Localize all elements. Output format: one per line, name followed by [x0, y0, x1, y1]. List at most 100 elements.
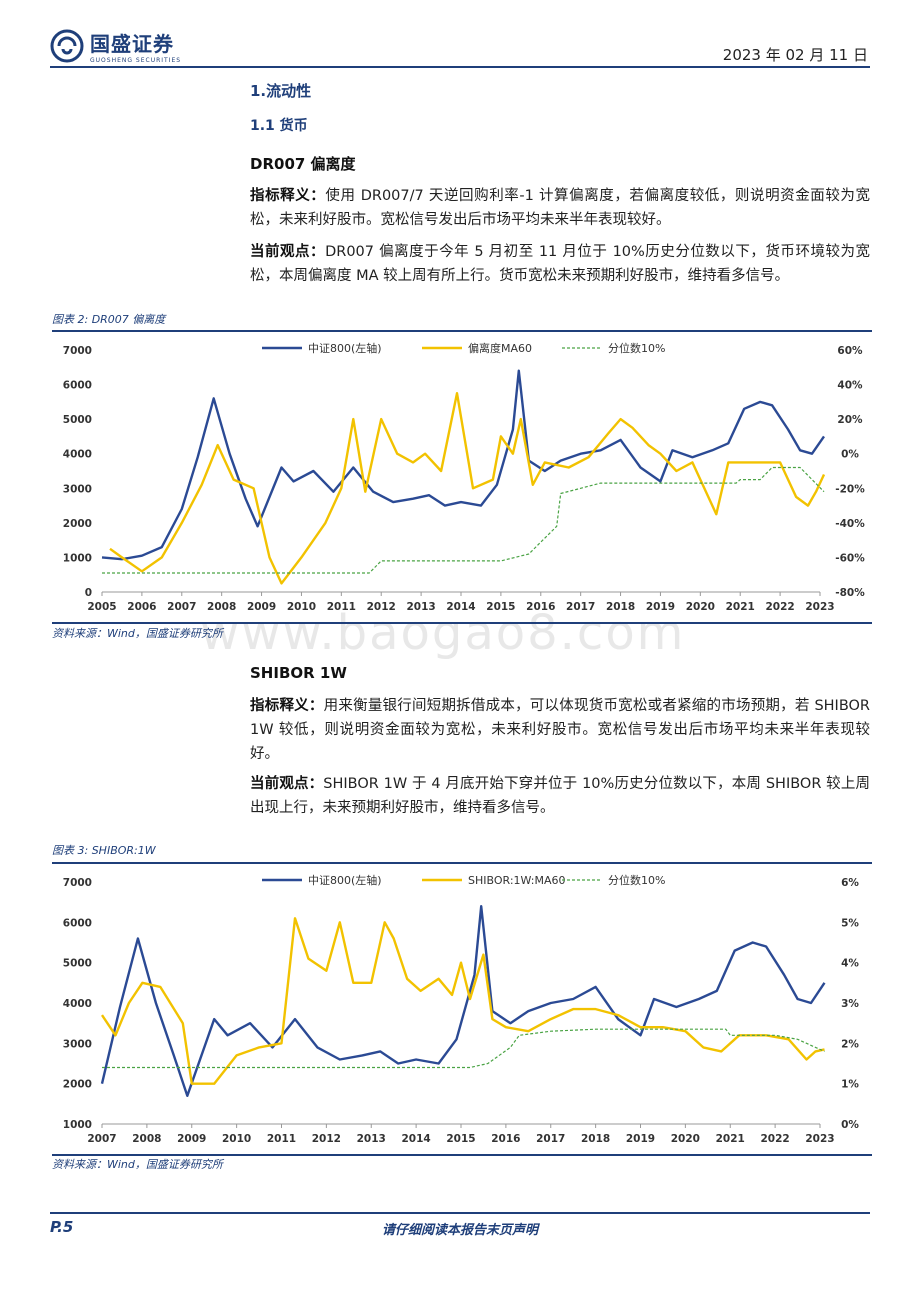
- y-left-tick-label: 6000: [63, 380, 92, 392]
- series-line-2: [102, 1028, 825, 1069]
- x-tick-label: 2017: [566, 601, 595, 613]
- y-right-tick-label: 20%: [837, 414, 863, 426]
- report-date: 2023 年 02 月 11 日: [722, 46, 868, 64]
- logo-subtitle: GUOSHENG SECURITIES: [90, 57, 182, 64]
- y-right-tick-label: 2%: [841, 1038, 859, 1050]
- dr007-title: DR007 偏离度: [250, 155, 356, 173]
- header-divider: [50, 66, 870, 68]
- y-left-tick-label: 5000: [63, 958, 92, 970]
- series-line-2: [102, 466, 825, 574]
- y-left-tick-label: 7000: [63, 877, 92, 889]
- legend-label-1: 偏离度MA60: [468, 341, 532, 355]
- x-tick-label: 2007: [87, 1133, 116, 1145]
- footer-divider: [50, 1212, 870, 1214]
- y-right-tick-label: 0%: [841, 449, 859, 461]
- view-label: 当前观点：: [250, 244, 326, 260]
- series-line-0: [100, 905, 826, 1098]
- x-tick-label: 2015: [446, 1133, 475, 1145]
- x-tick-label: 2018: [606, 601, 635, 613]
- definition-label: 指标释义：: [250, 698, 324, 714]
- x-tick-label: 2009: [247, 601, 276, 613]
- y-right-tick-label: 4%: [841, 958, 859, 970]
- x-tick-label: 2021: [716, 1133, 745, 1145]
- y-right-tick-label: 5%: [841, 917, 859, 929]
- y-left-tick-label: 2000: [63, 518, 92, 530]
- y-right-tick-label: 60%: [837, 345, 863, 357]
- y-right-tick-label: 6%: [841, 877, 859, 889]
- logo: 国盛证券 GUOSHENG SECURITIES: [50, 28, 181, 64]
- legend-label-2: 分位数10%: [608, 341, 665, 355]
- x-tick-label: 2013: [357, 1133, 386, 1145]
- y-left-tick-label: 3000: [63, 1038, 92, 1050]
- x-tick-label: 2010: [222, 1133, 251, 1145]
- x-tick-label: 2012: [312, 1133, 341, 1145]
- x-tick-label: 2016: [491, 1133, 520, 1145]
- legend-label-0: 中证800(左轴): [308, 341, 382, 355]
- subsection-heading: 1.1 货币: [250, 118, 308, 134]
- series-line-0: [101, 369, 825, 561]
- y-right-tick-label: 0%: [841, 1119, 859, 1131]
- page-number: P.5: [50, 1218, 74, 1236]
- y-left-tick-label: 4000: [63, 449, 92, 461]
- y-left-tick-label: 4000: [63, 998, 92, 1010]
- y-left-tick-label: 0: [85, 587, 92, 599]
- shibor-definition: 指标释义：用来衡量银行间短期拆借成本，可以体现货币宽松或者紧缩的市场预期，若 S…: [250, 694, 870, 766]
- x-tick-label: 2023: [805, 1133, 834, 1145]
- figure2-title: 图表 2: DR007 偏离度: [52, 313, 166, 326]
- x-tick-label: 2022: [761, 1133, 790, 1145]
- dr007-chart: 0 1000 2000 3000 4000 5000 6000 7000 -80% -60% -40…: [63, 341, 865, 613]
- x-tick-label: 2015: [486, 601, 515, 613]
- figure3-source: 资料来源：Wind，国盛证券研究所: [52, 1158, 223, 1171]
- y-right-tick-label: -60%: [835, 552, 865, 564]
- definition-text: 使用 DR007/7 天逆回购利率-1 计算偏离度，若偏离度较低，则说明资金面较…: [250, 188, 871, 228]
- y-left-tick-label: 6000: [63, 917, 92, 929]
- section-heading: 1.流动性: [250, 82, 312, 100]
- x-tick-label: 2010: [287, 601, 316, 613]
- logo-name: 国盛证券: [90, 32, 174, 56]
- view-text: DR007 偏离度于今年 5 月初至 11 月位于 10%历史分位数以下，货币环…: [250, 244, 870, 284]
- shibor-view: 当前观点：SHIBOR 1W 于 4 月底开始下穿并位于 10%历史分位数以下，…: [250, 772, 870, 820]
- figure2-top-rule: [52, 330, 872, 332]
- y-left-tick-label: 1000: [63, 1119, 92, 1131]
- y-left-tick-label: 1000: [63, 552, 92, 564]
- x-tick-label: 2014: [446, 601, 475, 613]
- view-text: SHIBOR 1W 于 4 月底开始下穿并位于 10%历史分位数以下，本周 SH…: [250, 776, 870, 816]
- dr007-view: 当前观点：DR007 偏离度于今年 5 月初至 11 月位于 10%历史分位数以…: [250, 240, 870, 288]
- guosheng-logo-icon: [50, 29, 84, 63]
- disclaimer: 请仔细阅读本报告末页声明: [381, 1223, 538, 1238]
- legend-label-2: 分位数10%: [608, 873, 665, 887]
- y-right-tick-label: 1%: [841, 1079, 859, 1091]
- y-right-tick-label: -40%: [835, 518, 865, 530]
- x-tick-label: 2011: [327, 601, 356, 613]
- view-label: 当前观点：: [250, 776, 324, 792]
- x-tick-label: 2014: [402, 1133, 431, 1145]
- shibor-title: SHIBOR 1W: [250, 664, 347, 682]
- legend-label-1: SHIBOR:1W:MA60: [468, 874, 565, 887]
- x-tick-label: 2023: [805, 601, 834, 613]
- y-right-tick-label: 3%: [841, 998, 859, 1010]
- x-tick-label: 2005: [87, 601, 116, 613]
- figure2-bottom-rule: [52, 622, 872, 624]
- x-tick-label: 2012: [367, 601, 396, 613]
- y-left-tick-label: 3000: [63, 483, 92, 495]
- x-tick-label: 2013: [406, 601, 435, 613]
- x-tick-label: 2016: [526, 601, 555, 613]
- x-tick-label: 2008: [132, 1133, 161, 1145]
- y-right-tick-label: -20%: [835, 483, 865, 495]
- x-tick-label: 2018: [581, 1133, 610, 1145]
- definition-label: 指标释义：: [250, 188, 326, 204]
- x-tick-label: 2020: [671, 1133, 700, 1145]
- x-tick-label: 2007: [167, 601, 196, 613]
- x-tick-label: 2020: [686, 601, 715, 613]
- series-line-1: [101, 917, 825, 1085]
- x-tick-label: 2008: [207, 601, 236, 613]
- y-right-tick-label: 40%: [837, 380, 863, 392]
- x-tick-label: 2019: [626, 1133, 655, 1145]
- y-left-tick-label: 2000: [63, 1079, 92, 1091]
- series-line-1: [109, 392, 826, 585]
- x-tick-label: 2022: [765, 601, 794, 613]
- y-left-tick-label: 5000: [63, 414, 92, 426]
- x-tick-label: 2009: [177, 1133, 206, 1145]
- watermark: www.baogao8.com: [200, 605, 686, 661]
- figure3-title: 图表 3: SHIBOR:1W: [52, 844, 156, 857]
